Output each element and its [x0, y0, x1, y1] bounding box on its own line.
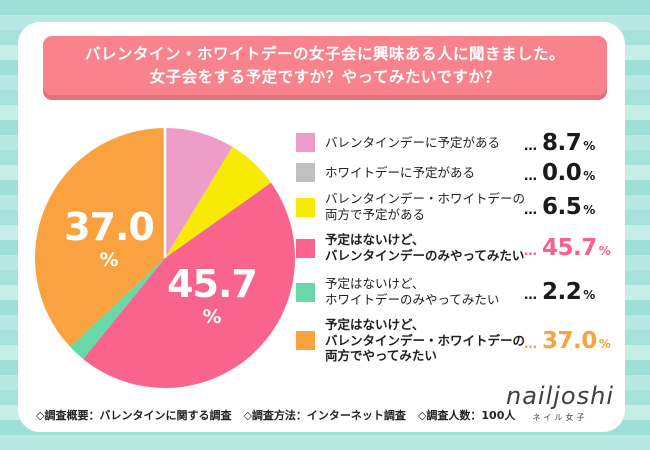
- legend-swatch: [296, 282, 315, 302]
- brand-logo: nailjoshi ネイル女子: [503, 384, 617, 423]
- legend-value: … 45.7 %: [524, 235, 611, 261]
- percent-sign: %: [99, 249, 119, 271]
- legend-item-valentine-want: 予定はないけど、 バレンタインデーのみやってみたい … 45.7 %: [296, 231, 618, 265]
- survey-method: ◇調査方法：インターネット調査: [243, 409, 406, 422]
- brand-logo-subtitle: ネイル女子: [532, 413, 588, 422]
- survey-sample-size: ◇調査人数：100人: [417, 409, 516, 422]
- legend-value-number: 45.7: [542, 235, 597, 261]
- legend-value: … 8.7 %: [524, 130, 595, 156]
- legend-label: 予定はないけど、 バレンタインデー・ホワイトデーの 両方でやってみたい: [325, 317, 526, 364]
- legend-swatch: [296, 133, 315, 152]
- legend-value: … 0.0 %: [524, 160, 595, 186]
- legend-label: 予定はないけど、 バレンタインデーのみやってみたい: [325, 232, 525, 263]
- legend-value-number: 6.5: [542, 194, 582, 220]
- percent-sign: %: [598, 336, 611, 351]
- title-line-1: バレンタイン・ホワイトデーの女子会に興味ある人に聞きました。: [84, 45, 565, 64]
- pie-label-number: 37.0: [64, 205, 155, 249]
- pie-slice-5: [35, 128, 165, 347]
- legend-label: ホワイトデーに予定がある: [325, 164, 476, 180]
- title-banner: バレンタイン・ホワイトデーの女子会に興味ある人に聞きました。 女子会をする予定で…: [43, 36, 607, 95]
- legend-swatch: [296, 197, 315, 217]
- leader-dots: …: [524, 168, 537, 184]
- percent-sign: %: [583, 138, 596, 153]
- legend-label: バレンタインデー・ホワイトデーの 両方で予定がある: [325, 191, 526, 222]
- legend-item-both-want: 予定はないけど、 バレンタインデー・ホワイトデーの 両方でやってみたい … 37…: [296, 316, 618, 365]
- percent-sign: %: [202, 306, 222, 328]
- title-line-2: 女子会をする予定ですか？やってみたいですか？: [149, 67, 501, 86]
- pie-slice-label-both-want: 37.0 %: [59, 208, 159, 270]
- legend-value-number: 0.0: [542, 159, 582, 186]
- legend-value-number: 37.0: [542, 327, 597, 354]
- legend-label: バレンタインデーに予定がある: [325, 134, 501, 150]
- leader-dots: …: [524, 336, 537, 352]
- legend-value: … 37.0 %: [524, 328, 611, 354]
- leader-dots: …: [524, 138, 537, 154]
- percent-sign: %: [583, 203, 596, 217]
- pie-slice-4: [70, 258, 165, 359]
- legend-item-whiteday-plan: ホワイトデーに予定がある … 0.0 %: [296, 160, 618, 186]
- survey-overview: ◇調査概要：バレンタインに関する調査: [36, 409, 232, 422]
- pie-slice-0: [165, 128, 233, 258]
- leader-dots: …: [524, 244, 537, 259]
- survey-notes: ◇調査概要：バレンタインに関する調査 ◇調査方法：インターネット調査 ◇調査人数…: [36, 407, 515, 423]
- legend-swatch: [296, 331, 315, 350]
- legend-swatch: [296, 163, 315, 182]
- leader-dots: …: [524, 288, 537, 303]
- legend-value: … 6.5 %: [524, 194, 595, 220]
- percent-sign: %: [598, 244, 611, 258]
- percent-sign: %: [583, 288, 596, 302]
- pie-chart: [35, 128, 296, 389]
- percent-sign: %: [583, 168, 596, 183]
- legend-value-number: 8.7: [542, 129, 582, 156]
- pie-slice-3: [83, 182, 296, 389]
- legend-label: 予定はないけど、 ホワイトデーのみやってみたい: [325, 276, 500, 307]
- pie-slice-label-valentine-want: 45.7 %: [162, 265, 262, 327]
- pie-label-number: 45.7: [167, 262, 258, 306]
- legend-value-number: 2.2: [542, 279, 582, 305]
- leader-dots: …: [524, 203, 537, 218]
- brand-logo-name: nailjoshi: [506, 382, 614, 410]
- pie-slice-2: [165, 146, 272, 258]
- legend-item-valentine-plan: バレンタインデーに予定がある … 8.7 %: [296, 130, 618, 156]
- legend-swatch: [296, 238, 315, 258]
- legend-item-whiteday-want: 予定はないけど、 ホワイトデーのみやってみたい … 2.2 %: [296, 275, 618, 309]
- legend-value: … 2.2 %: [524, 279, 595, 305]
- legend-item-both-plan: バレンタインデー・ホワイトデーの 両方で予定がある … 6.5 %: [296, 190, 618, 224]
